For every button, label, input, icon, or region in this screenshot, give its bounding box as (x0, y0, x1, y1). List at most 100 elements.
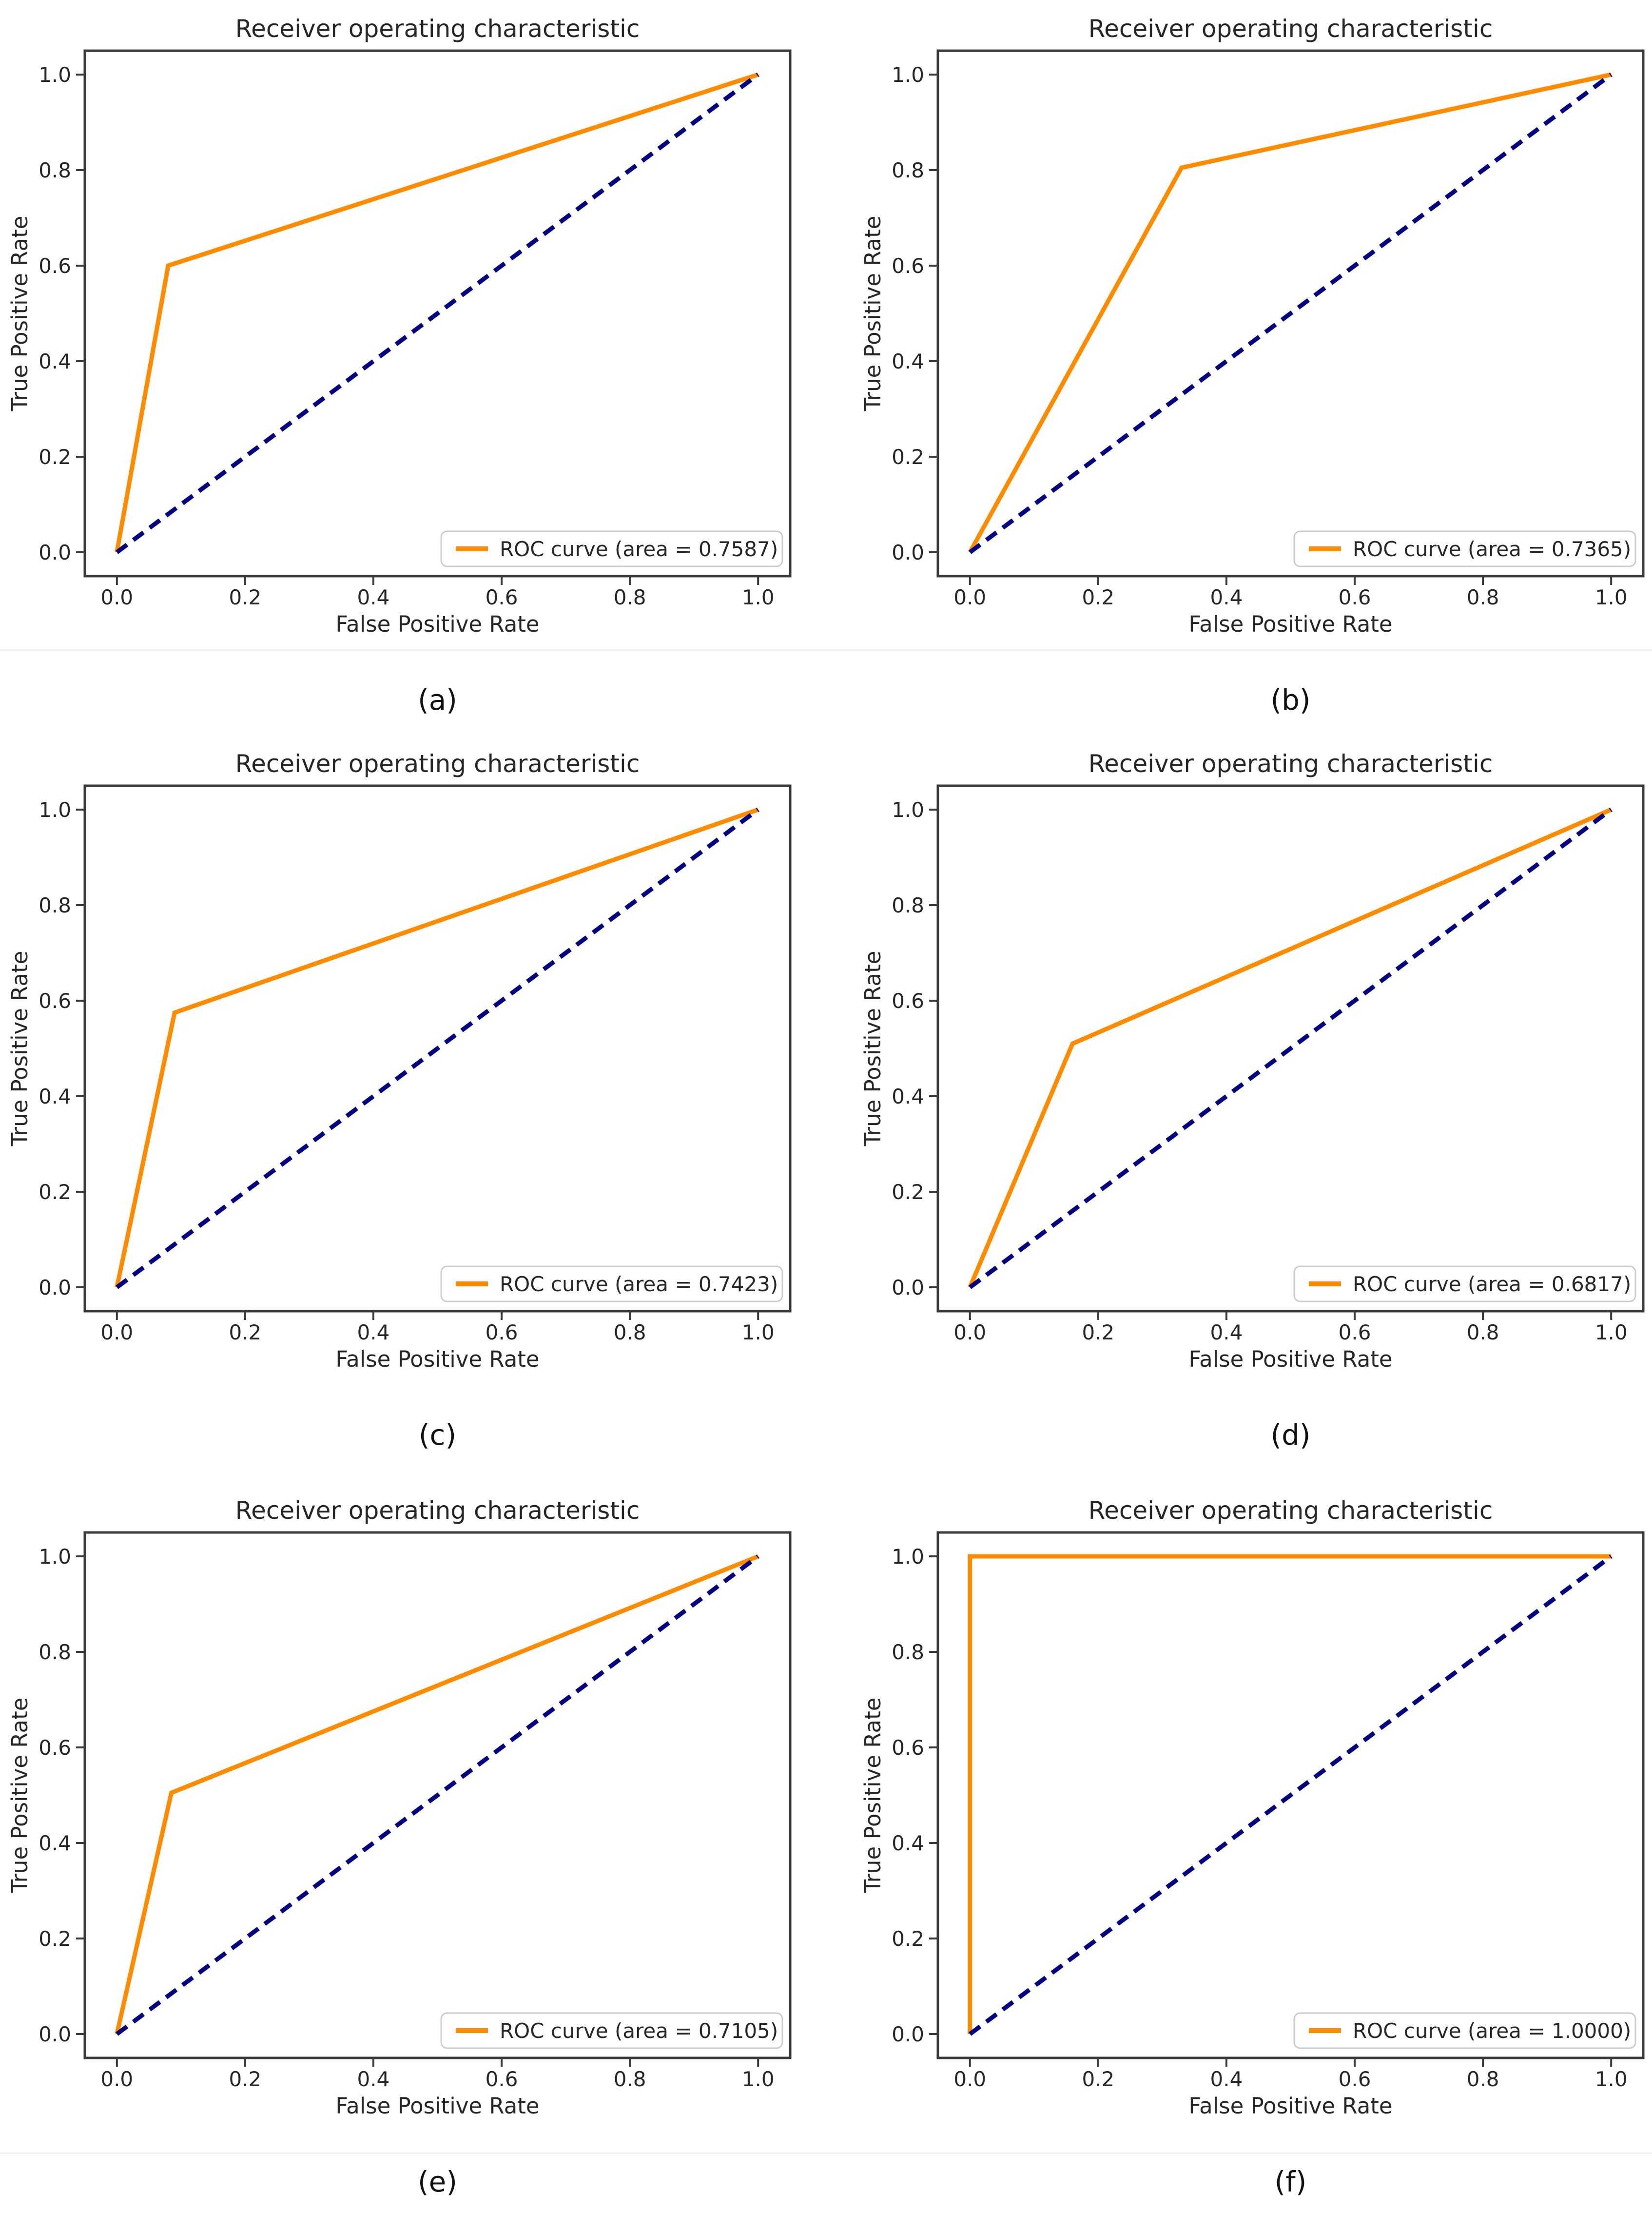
roc-curve-line (115, 72, 759, 553)
x-axis-tick-label: 0.6 (486, 2067, 518, 2091)
panel-caption-f: (f) (1274, 2165, 1307, 2198)
y-axis-tick-label: 1.0 (39, 63, 71, 87)
x-axis-tick-label: 0.2 (1082, 585, 1114, 609)
y-axis-label: True Positive Rate (860, 951, 886, 1147)
legend-label: ROC curve (area = 0.7587) (500, 537, 778, 561)
roc-curve-line (968, 72, 1612, 554)
y-axis-tick-label: 0.2 (39, 1927, 71, 1951)
x-axis-tick-label: 0.2 (229, 1320, 261, 1344)
y-axis-tick-label: 0.6 (39, 254, 71, 278)
roc-plot-e: Receiver operating characteristic 0.0 0.2 0… (7, 1482, 816, 2115)
x-axis-tick-label: 0.8 (1467, 1320, 1499, 1344)
legend-label: ROC curve (area = 0.6817) (1353, 1272, 1631, 1296)
y-axis-tick-label: 0.0 (892, 2022, 924, 2046)
x-axis-tick-label: 0.4 (357, 2067, 390, 2091)
panel-caption-d: (d) (1270, 1418, 1311, 1452)
roc-figure: Receiver operating characteristic 0.0 0.2 0… (7, 15, 792, 634)
x-axis-tick-label: 0.8 (1467, 585, 1499, 609)
chance-diagonal-line (116, 73, 759, 554)
axes-spines (936, 49, 1645, 578)
x-axis-tick-label: 0.6 (486, 1320, 518, 1344)
y-axis-tick-label: 0.8 (892, 1640, 924, 1664)
y-axis-tick-label: 0.4 (39, 1085, 71, 1108)
chance-diagonal-line (969, 808, 1613, 1289)
y-axis-tick-label: 0.8 (39, 893, 71, 917)
chart-title: Receiver operating characteristic (235, 750, 640, 778)
y-axis-tick-label: 0.0 (892, 1276, 924, 1299)
chart-title: Receiver operating characteristic (1088, 750, 1493, 778)
x-axis-tick-label: 0.6 (486, 585, 518, 609)
x-axis-tick-label: 0.0 (953, 1320, 986, 1344)
y-axis-tick-label: 1.0 (892, 63, 924, 87)
x-axis-tick-label: 0.8 (614, 2067, 646, 2091)
axes-spines (936, 784, 1645, 1313)
chart-title: Receiver operating characteristic (235, 1496, 640, 1525)
chart-title: Receiver operating characteristic (1088, 15, 1493, 43)
roc-panel-d: Receiver operating characteristic 0.0 0.2 0… (860, 735, 1652, 1470)
roc-panel-a: Receiver operating characteristic 0.0 0.2 0… (7, 0, 816, 735)
y-axis-tick-label: 1.0 (892, 798, 924, 822)
roc-figure: Receiver operating characteristic 0.0 0.2 0… (860, 750, 1645, 1369)
x-axis-tick-label: 0.8 (614, 1320, 646, 1344)
x-axis-tick-label: 0.2 (229, 2067, 261, 2091)
roc-curve-line (968, 1554, 1612, 2034)
y-axis-tick-label: 0.0 (39, 2022, 71, 2046)
legend: ROC curve (area = 0.7587) (440, 530, 783, 567)
axes-spines (83, 784, 792, 1313)
x-axis-tick-label: 0.2 (229, 585, 261, 609)
legend-label: ROC curve (area = 1.0000) (1353, 2019, 1631, 2043)
x-axis-tick-label: 0.4 (1210, 1320, 1243, 1344)
x-axis-tick-label: 0.2 (1082, 1320, 1114, 1344)
y-axis-tick-label: 0.6 (892, 1736, 924, 1760)
y-axis-tick-label: 0.0 (892, 541, 924, 564)
y-axis-label: True Positive Rate (860, 1698, 886, 1894)
y-axis-tick-label: 0.8 (39, 1640, 71, 1664)
row-separator (0, 2152, 1652, 2154)
y-axis-tick-label: 0.4 (892, 1831, 924, 1855)
y-axis-tick-label: 0.0 (39, 1276, 71, 1299)
legend: ROC curve (area = 0.7423) (440, 1265, 783, 1302)
chance-diagonal-line (116, 1554, 759, 2036)
roc-curve-line (115, 807, 759, 1288)
panel-caption-e: (e) (418, 2165, 457, 2198)
y-axis-tick-label: 0.2 (892, 1927, 924, 1951)
chance-diagonal-line (969, 1554, 1613, 2036)
x-axis-tick-label: 0.8 (614, 585, 646, 609)
x-axis-tick-label: 1.0 (1595, 585, 1628, 609)
roc-figure: Receiver operating characteristic 0.0 0.2 0… (860, 1496, 1645, 2115)
y-axis-tick-label: 0.4 (892, 349, 924, 373)
roc-curve-line (115, 1554, 759, 2035)
x-axis-tick-label: 0.4 (357, 1320, 390, 1344)
y-axis-tick-label: 0.8 (39, 158, 71, 182)
legend-label: ROC curve (area = 0.7365) (1353, 537, 1631, 561)
y-axis-tick-label: 0.4 (892, 1085, 924, 1108)
roc-plot-f: Receiver operating characteristic 0.0 0.2 0… (860, 1482, 1652, 2115)
x-axis-tick-label: 0.0 (953, 2067, 986, 2091)
x-axis-label: False Positive Rate (335, 2093, 539, 2115)
y-axis-tick-label: 0.6 (892, 254, 924, 278)
legend-label: ROC curve (area = 0.7105) (500, 2019, 778, 2043)
x-axis-tick-label: 0.0 (953, 585, 986, 609)
roc-panel-e: Receiver operating characteristic 0.0 0.2 0… (7, 1482, 816, 2217)
y-axis-tick-label: 0.6 (39, 1736, 71, 1760)
y-axis-tick-label: 0.2 (892, 445, 924, 469)
x-axis-tick-label: 0.4 (1210, 585, 1243, 609)
legend: ROC curve (area = 0.7365) (1293, 530, 1636, 567)
roc-curve-line (968, 807, 1613, 1288)
legend: ROC curve (area = 0.6817) (1293, 1265, 1636, 1302)
y-axis-tick-label: 0.2 (892, 1180, 924, 1204)
legend-box (1293, 2012, 1636, 2049)
x-axis-tick-label: 1.0 (1595, 2067, 1628, 2091)
x-axis-tick-label: 0.0 (100, 2067, 133, 2091)
x-axis-label: False Positive Rate (1188, 1346, 1392, 1369)
chart-title: Receiver operating characteristic (235, 15, 640, 43)
roc-panel-b: Receiver operating characteristic 0.0 0.2 0… (860, 0, 1652, 735)
legend-box (440, 1265, 783, 1302)
roc-panel-c: Receiver operating characteristic 0.0 0.2 0… (7, 735, 816, 1470)
legend: ROC curve (area = 1.0000) (1293, 2012, 1636, 2049)
chart-title: Receiver operating characteristic (1088, 1496, 1493, 1525)
x-axis-tick-label: 0.4 (1210, 2067, 1243, 2091)
legend-box (1293, 530, 1636, 567)
x-axis-tick-label: 0.4 (357, 585, 390, 609)
x-axis-label: False Positive Rate (1188, 611, 1392, 634)
